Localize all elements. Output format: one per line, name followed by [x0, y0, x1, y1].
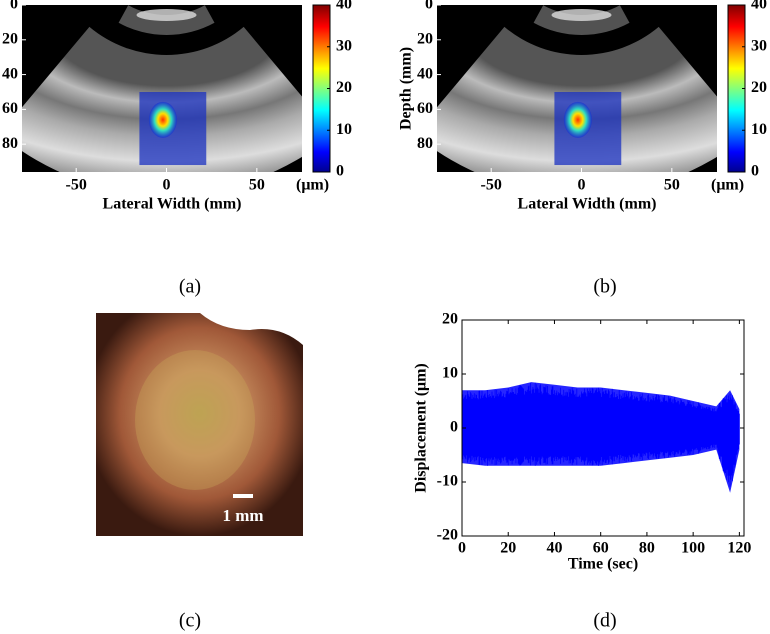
x-tick-label: -50: [66, 177, 87, 194]
caption: (c): [179, 610, 201, 632]
x-tick-label: 0: [458, 540, 466, 557]
overlay-blob: [148, 101, 177, 138]
colorbar-tick-label: 10: [336, 121, 352, 138]
lesion: [135, 350, 255, 490]
colorbar-unit: (μm): [296, 177, 329, 194]
y-tick-label: 80: [417, 135, 433, 152]
y-tick-label: 0: [450, 419, 458, 436]
scale-label: 1 mm: [222, 506, 263, 525]
photo: [96, 313, 303, 536]
colorbar-tick-label: 20: [751, 79, 767, 96]
colorbar-tick-label: 30: [336, 37, 352, 54]
ultrasound-image: [22, 5, 302, 172]
signal-texture: [461, 382, 740, 487]
transducer-echo: [136, 9, 197, 21]
y-tick-label: 40: [2, 65, 18, 82]
y-tick-label: -20: [437, 527, 458, 544]
x-tick-label: 50: [249, 177, 265, 194]
y-tick-label: 0: [425, 0, 433, 13]
x-tick-label: -50: [481, 177, 502, 194]
y-axis-label: Depth (mm): [398, 47, 415, 130]
ultrasound-image: [437, 5, 717, 172]
x-tick-label: 0: [163, 177, 171, 194]
y-tick-label: 20: [442, 311, 458, 328]
y-tick-label: 10: [442, 365, 458, 382]
y-tick-label: 40: [417, 65, 433, 82]
y-tick-label: 60: [2, 100, 18, 117]
y-tick-label: -10: [437, 473, 458, 490]
x-axis-label: Lateral Width (mm): [518, 196, 657, 213]
colorbar-tick-label: 40: [751, 0, 767, 13]
caption: (b): [593, 276, 616, 298]
x-tick-label: 40: [546, 540, 562, 557]
x-tick-label: 100: [681, 540, 705, 557]
scale-bar: [233, 494, 253, 498]
photo-background: [200, 313, 303, 345]
y-tick-label: 0: [10, 0, 18, 13]
x-tick-label: 0: [578, 177, 586, 194]
colorbar-tick-label: 20: [336, 79, 352, 96]
overlay-blob: [563, 101, 592, 138]
caption: (a): [179, 276, 201, 298]
caption: (d): [593, 610, 616, 632]
x-tick-label: 20: [500, 540, 516, 557]
x-tick-label: 80: [639, 540, 655, 557]
colorbar-tick-label: 30: [751, 37, 767, 54]
y-tick-label: 20: [2, 30, 18, 47]
x-tick-label: 50: [664, 177, 680, 194]
transducer-echo: [551, 9, 612, 21]
colorbar-unit: (μm): [711, 177, 744, 194]
x-axis-label: Lateral Width (mm): [103, 196, 242, 213]
colorbar-tick-label: 0: [336, 163, 344, 180]
colorbar-tick-label: 40: [336, 0, 352, 13]
x-tick-label: 60: [593, 540, 609, 557]
colorbar-tick-label: 0: [751, 163, 759, 180]
colorbar-tick-label: 10: [751, 121, 767, 138]
x-axis-label: Time (sec): [568, 556, 638, 573]
x-tick-label: 120: [727, 540, 751, 557]
y-tick-label: 60: [417, 100, 433, 117]
y-tick-label: 20: [417, 30, 433, 47]
y-tick-label: 80: [2, 135, 18, 152]
y-axis-label: Displacement (μm): [413, 363, 430, 492]
